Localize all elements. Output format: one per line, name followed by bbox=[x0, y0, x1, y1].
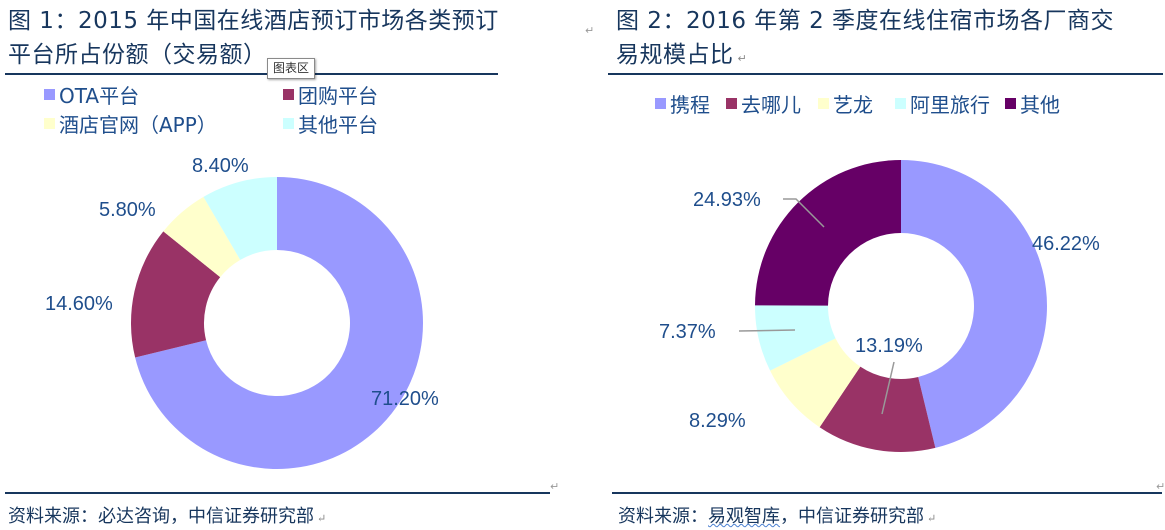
legend-label: 其他平台 bbox=[298, 113, 378, 137]
return-mark-icon: ↵ bbox=[927, 512, 937, 525]
figure2-title-line2: 易规模占比 bbox=[616, 42, 734, 68]
legend-label: 团购平台 bbox=[298, 84, 378, 108]
legend-swatch-groupbuy bbox=[283, 89, 294, 100]
donut-slice[interactable] bbox=[163, 196, 241, 278]
label-other-platform: 8.40% bbox=[192, 155, 249, 177]
legend-label: OTA平台 bbox=[59, 84, 140, 108]
donut-slice[interactable] bbox=[901, 160, 1047, 448]
leader-line-alitrip bbox=[738, 329, 796, 332]
figure1-source-text: 资料来源：必达咨询，中信证券研究部 bbox=[8, 506, 314, 527]
legend-item-qunar[interactable]: 去哪儿 bbox=[726, 89, 801, 118]
figure2-title: 图 2：2016 年第 2 季度在线住宿市场各厂商交 易规模占比 ↵ bbox=[616, 4, 1114, 76]
label-ctrip: 46.22% bbox=[1032, 233, 1100, 255]
return-mark-icon: ↵ bbox=[737, 52, 748, 65]
legend-item-groupbuy[interactable]: 团购平台 bbox=[283, 80, 378, 109]
return-mark-icon: ↵ bbox=[550, 480, 560, 493]
legend-swatch-hotel-official bbox=[44, 118, 55, 129]
figure1-title-line2: 平台所占份额（交易额） bbox=[8, 42, 267, 68]
figure1-title: 图 1：2015 年中国在线酒店预订市场各类预订 平台所占份额（交易额） bbox=[8, 4, 499, 72]
label-ota: 71.20% bbox=[371, 388, 439, 410]
figure2-source-prefix: 资料来源： bbox=[618, 506, 708, 527]
donut-slice[interactable] bbox=[770, 338, 861, 428]
legend-item-ctrip[interactable]: 携程 bbox=[655, 89, 710, 118]
legend-item-others[interactable]: 其他 bbox=[1005, 89, 1060, 118]
donut-slice[interactable] bbox=[755, 160, 901, 306]
legend-label: 去哪儿 bbox=[741, 93, 801, 117]
donut-slice[interactable] bbox=[203, 177, 277, 260]
return-mark-icon: ↵ bbox=[317, 512, 327, 525]
legend-item-alitrip[interactable]: 阿里旅行 bbox=[895, 89, 990, 118]
legend-label: 酒店官网（APP） bbox=[59, 113, 217, 137]
figure1-donut bbox=[131, 177, 424, 469]
legend-swatch-qunar bbox=[726, 98, 737, 109]
legend-swatch-elong bbox=[818, 98, 829, 109]
figure2-source: 资料来源：易观智库，中信证券研究部 ↵ bbox=[618, 502, 936, 528]
label-others: 24.93% bbox=[693, 189, 761, 211]
legend-swatch-alitrip bbox=[895, 98, 906, 109]
label-alitrip: 7.37% bbox=[659, 321, 716, 343]
return-mark-icon: ↵ bbox=[585, 24, 595, 37]
leader-line-qunar bbox=[881, 361, 895, 415]
figure2-source-rule bbox=[612, 492, 1162, 494]
legend-swatch-ctrip bbox=[655, 98, 666, 109]
legend-label: 其他 bbox=[1020, 93, 1060, 117]
label-elong: 8.29% bbox=[689, 410, 746, 432]
donut-slice[interactable] bbox=[754, 305, 836, 371]
legend-item-ota[interactable]: OTA平台 bbox=[44, 80, 139, 109]
chart-area-tooltip: 图表区 bbox=[267, 58, 315, 79]
legend-label: 艺龙 bbox=[833, 93, 873, 117]
figure2-title-rule bbox=[608, 73, 1163, 75]
legend-item-elong[interactable]: 艺龙 bbox=[818, 89, 873, 118]
legend-swatch-others bbox=[1005, 98, 1016, 109]
legend-label: 携程 bbox=[670, 93, 710, 117]
legend-item-hotel-official[interactable]: 酒店官网（APP） bbox=[44, 109, 217, 138]
legend-item-other-platform[interactable]: 其他平台 bbox=[283, 109, 378, 138]
legend-swatch-other-platform bbox=[283, 118, 294, 129]
figure1-source-rule bbox=[5, 492, 550, 494]
label-groupbuy: 14.60% bbox=[45, 293, 113, 315]
figure1-title-line1: 图 1：2015 年中国在线酒店预订市场各类预订 bbox=[8, 8, 499, 34]
label-qunar: 13.19% bbox=[855, 335, 923, 357]
leader-line-others bbox=[783, 198, 825, 228]
figure2-title-line1: 图 2：2016 年第 2 季度在线住宿市场各厂商交 bbox=[616, 8, 1115, 34]
figure2-source-wavy: 易观智库 bbox=[708, 506, 780, 527]
legend-label: 阿里旅行 bbox=[910, 93, 990, 117]
donut-slice[interactable] bbox=[135, 177, 424, 469]
donut-slice[interactable] bbox=[131, 231, 221, 358]
figure2-donut bbox=[754, 160, 1047, 452]
figure1-title-rule bbox=[5, 73, 498, 75]
label-hotel-official: 5.80% bbox=[99, 199, 156, 221]
donut-slice[interactable] bbox=[819, 366, 936, 452]
figure1-source: 资料来源：必达咨询，中信证券研究部 ↵ bbox=[8, 502, 326, 528]
return-mark-icon: ↵ bbox=[1156, 480, 1165, 493]
figure2-source-suffix: ，中信证券研究部 bbox=[780, 506, 924, 527]
legend-swatch-ota bbox=[44, 89, 55, 100]
